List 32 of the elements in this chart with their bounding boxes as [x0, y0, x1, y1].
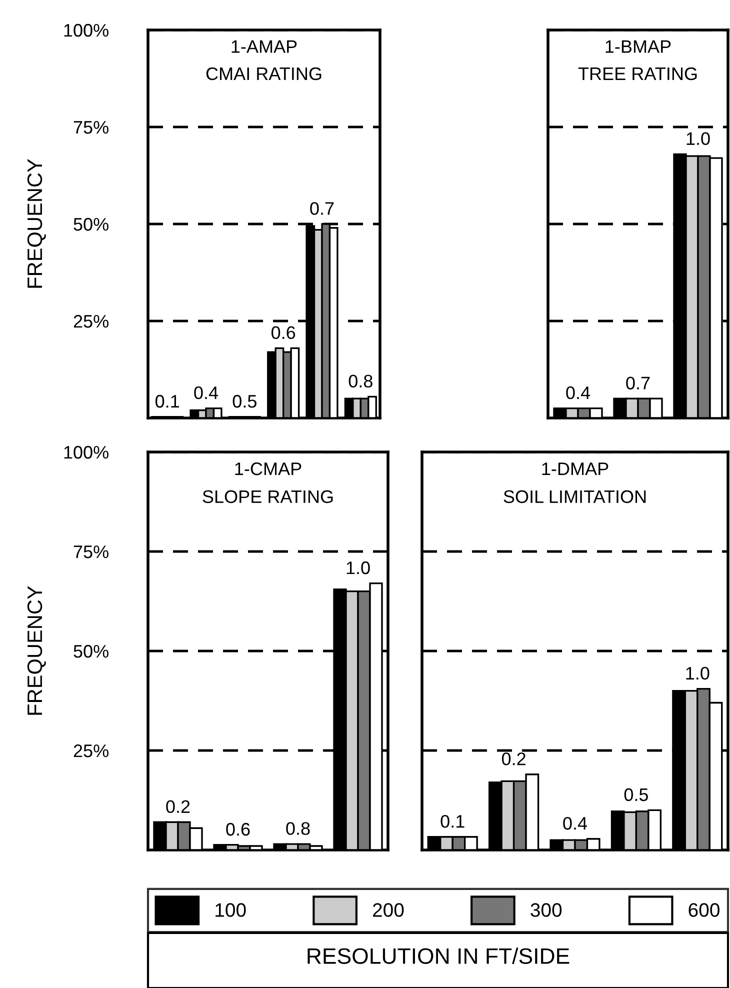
legend-label: 200	[372, 903, 404, 917]
chart-title: 1-DMAP	[542, 462, 608, 476]
legend-title: RESOLUTION IN FT/SIDE	[308, 948, 570, 964]
y-tick-label: 50%	[74, 218, 108, 231]
text: SLOPE RATING	[202, 490, 333, 504]
chart-title: 1-AMAP	[232, 40, 297, 53]
category-label: 1.0	[686, 666, 710, 680]
y-tick-label: 25%	[74, 744, 108, 758]
chart-title: 1-BMAP	[606, 40, 671, 53]
text: TREE RATING	[578, 67, 697, 80]
x-tick-label: 0.8	[348, 374, 372, 388]
x-tick-label: 0.7	[310, 202, 334, 215]
legend-label: 600	[688, 903, 720, 917]
y-tick-label: 75%	[74, 546, 108, 558]
chart-title: 1-CMAP	[235, 462, 302, 476]
legend-label: 100	[216, 903, 246, 917]
y-tick-label: 75%	[74, 121, 108, 134]
legend-label: 300	[530, 903, 562, 917]
x-tick-label: 0.7	[626, 376, 650, 390]
text: SOIL LIMITATION	[504, 490, 646, 504]
x-tick-label: 0.6	[226, 822, 250, 836]
category-label: 0.2	[502, 752, 526, 766]
y-axis-title: FREQUENCY	[27, 159, 46, 288]
y-tick-label: 25%	[74, 314, 108, 328]
y-tick-label: 100%	[64, 24, 108, 37]
y-tick-label: 100%	[64, 446, 108, 459]
x-tick-label: 0.8	[286, 822, 310, 835]
y-tick-label: 50%	[74, 644, 108, 658]
category-label: 0.5	[624, 788, 648, 802]
y-axis-title: FREQUENCY	[27, 586, 46, 715]
x-tick-label: 0.6	[271, 326, 296, 340]
text: CMAI RATING	[206, 67, 322, 80]
